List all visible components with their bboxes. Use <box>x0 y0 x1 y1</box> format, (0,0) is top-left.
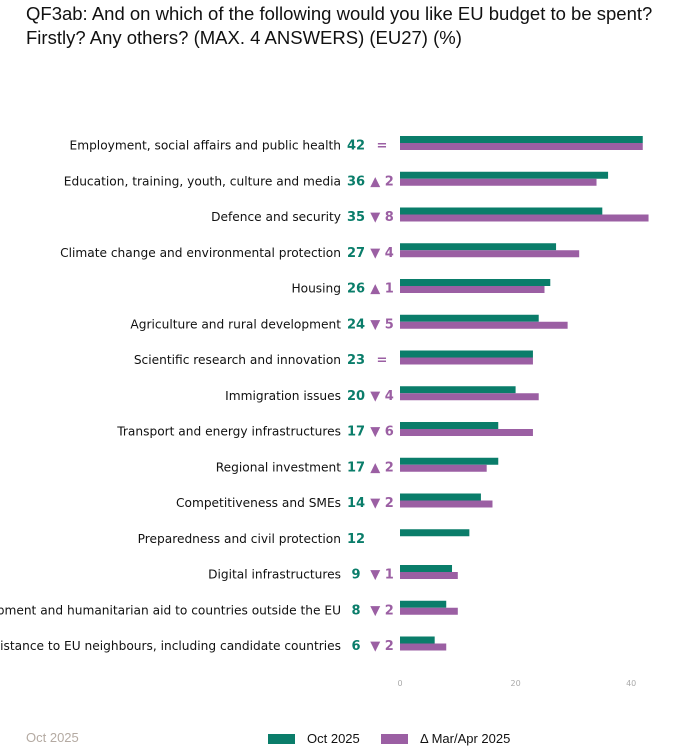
change-label: = <box>377 139 388 154</box>
change-label: ▲ 2 <box>370 460 394 475</box>
chart-title: QF3ab: And on which of the following wou… <box>26 3 653 48</box>
change-label: ▼ 4 <box>370 246 394 261</box>
legend-swatch-previous <box>381 733 408 744</box>
change-label: ▼ 2 <box>370 639 394 654</box>
change-label: ▼ 8 <box>370 210 394 225</box>
legend-label-current: Oct 2025 <box>307 731 360 746</box>
bar-oct-2025 <box>400 314 539 322</box>
change-label: ▼ 1 <box>370 568 394 583</box>
change-label: ▲ 2 <box>370 174 394 189</box>
bar-mar-apr-2025 <box>400 429 533 436</box>
category-label: Transport and energy infrastructures <box>116 425 341 439</box>
value-label: 24 <box>347 317 365 332</box>
x-tick-label: 20 <box>511 679 521 688</box>
x-tick-label: 0 <box>397 679 402 688</box>
change-label: ▼ 5 <box>370 317 394 332</box>
bar-chart: Employment, social affairs and public he… <box>0 136 649 688</box>
legend-label-previous: Δ Mar/Apr 2025 <box>420 731 511 746</box>
change-label: ▼ 4 <box>370 389 394 404</box>
value-label: 17 <box>347 425 365 440</box>
bar-oct-2025 <box>400 171 609 179</box>
value-label: 27 <box>347 246 365 261</box>
legend-item-current: Oct 2025 <box>268 731 360 746</box>
category-label: Climate change and environmental protect… <box>60 246 341 260</box>
value-label: 17 <box>347 460 365 475</box>
category-label: Assistance to EU neighbours, including c… <box>0 639 341 653</box>
value-label: 36 <box>347 174 365 189</box>
change-label: ▼ 2 <box>370 603 394 618</box>
bar-oct-2025 <box>400 243 557 251</box>
bar-oct-2025 <box>400 529 470 537</box>
bar-mar-apr-2025 <box>400 643 447 651</box>
category-label: Defence and security <box>211 210 341 224</box>
bar-oct-2025 <box>400 279 551 286</box>
change-label: ▼ 2 <box>370 496 394 511</box>
bar-oct-2025 <box>400 136 643 143</box>
x-tick-label: 40 <box>626 679 636 688</box>
bar-mar-apr-2025 <box>400 214 649 222</box>
value-label: 26 <box>347 282 365 297</box>
value-label: 9 <box>351 568 360 583</box>
category-label: Competitiveness and SMEs <box>176 496 341 510</box>
bar-mar-apr-2025 <box>400 500 493 508</box>
bar-mar-apr-2025 <box>400 143 643 150</box>
bar-oct-2025 <box>400 207 603 215</box>
change-label: ▼ 6 <box>370 425 394 440</box>
value-label: 42 <box>347 139 365 154</box>
bar-mar-apr-2025 <box>400 321 568 329</box>
category-label: Digital infrastructures <box>208 568 341 582</box>
legend-item-previous: Δ Mar/Apr 2025 <box>381 731 510 746</box>
value-label: 14 <box>347 496 365 511</box>
category-label: Development and humanitarian aid to coun… <box>0 603 341 617</box>
category-label: Preparedness and civil protection <box>138 532 341 546</box>
category-label: Immigration issues <box>225 389 341 403</box>
bar-mar-apr-2025 <box>400 464 487 472</box>
bar-oct-2025 <box>400 457 499 465</box>
footer-date: Oct 2025 <box>26 730 79 745</box>
category-label: Employment, social affairs and public he… <box>70 139 342 153</box>
category-label: Agriculture and rural development <box>130 317 341 331</box>
bar-oct-2025 <box>400 636 435 644</box>
value-label: 23 <box>347 353 365 368</box>
category-label: Education, training, youth, culture and … <box>64 174 341 188</box>
bar-mar-apr-2025 <box>400 357 533 365</box>
bar-oct-2025 <box>400 600 447 608</box>
bar-oct-2025 <box>400 565 453 572</box>
bar-mar-apr-2025 <box>400 607 458 615</box>
legend-swatch-current <box>268 733 295 744</box>
bar-mar-apr-2025 <box>400 178 597 186</box>
value-label: 20 <box>347 389 365 404</box>
bar-oct-2025 <box>400 493 481 501</box>
bar-oct-2025 <box>400 386 516 394</box>
value-label: 12 <box>347 532 365 547</box>
category-label: Scientific research and innovation <box>134 353 341 367</box>
bar-mar-apr-2025 <box>400 250 580 258</box>
category-label: Regional investment <box>216 460 341 474</box>
change-label: = <box>377 353 388 368</box>
value-label: 8 <box>351 603 360 618</box>
bar-mar-apr-2025 <box>400 286 545 293</box>
category-label: Housing <box>291 282 341 296</box>
bar-mar-apr-2025 <box>400 572 458 579</box>
value-label: 6 <box>351 639 360 654</box>
change-label: ▲ 1 <box>370 282 394 297</box>
bar-oct-2025 <box>400 422 499 429</box>
value-label: 35 <box>347 210 365 225</box>
bar-oct-2025 <box>400 350 533 358</box>
bar-mar-apr-2025 <box>400 393 539 401</box>
